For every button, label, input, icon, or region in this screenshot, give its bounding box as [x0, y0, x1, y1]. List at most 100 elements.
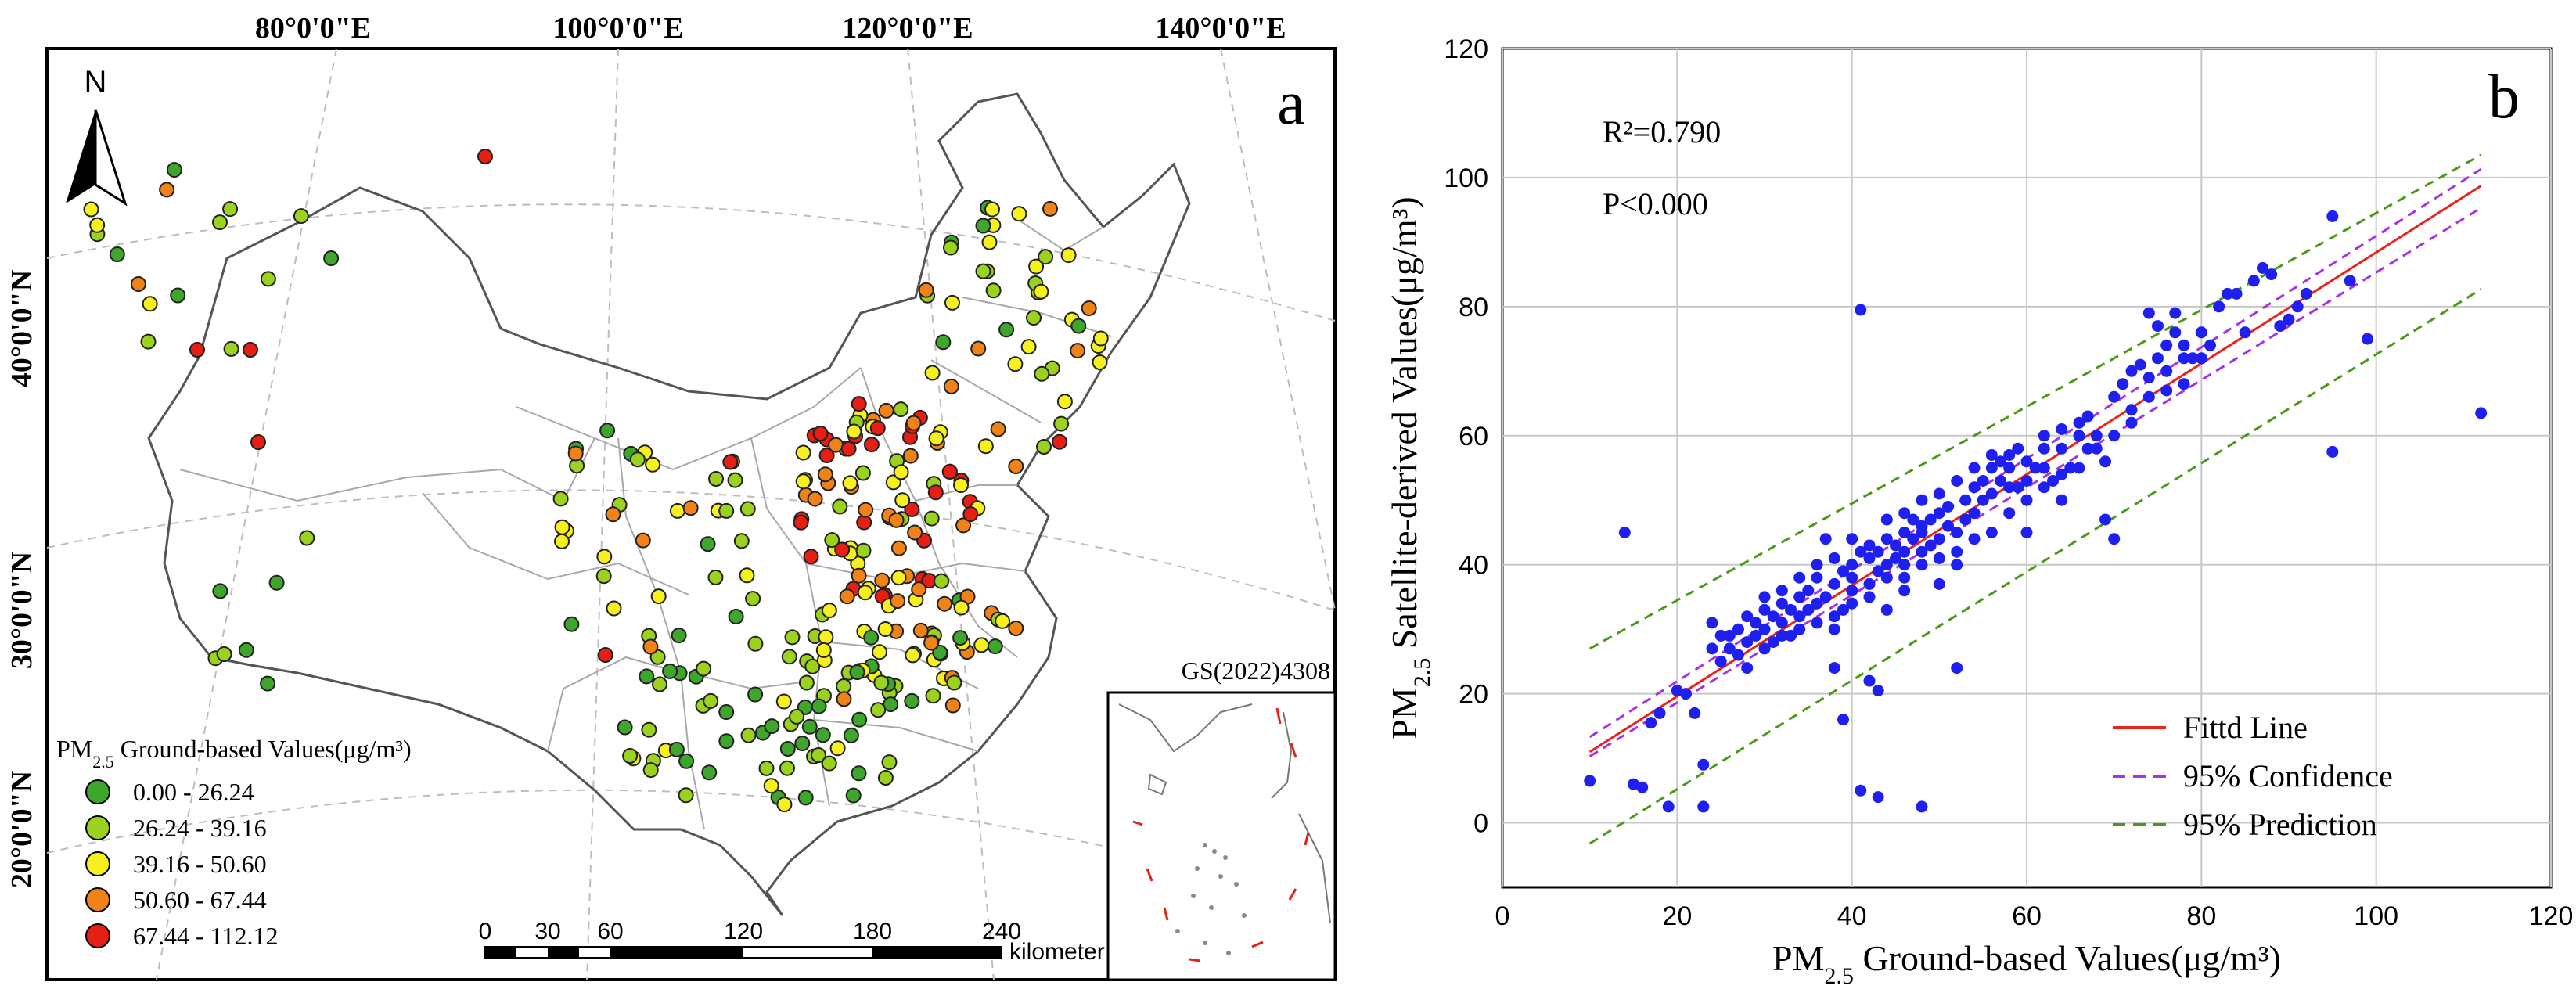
- station-point: [834, 541, 851, 558]
- station-point: [984, 201, 1000, 218]
- axis-ticks: 0 20 40 60 80 100 120 0 20 40 60 80 100 120: [1444, 34, 2573, 931]
- data-point: [1837, 714, 1849, 726]
- station-point: [599, 423, 616, 439]
- station-point: [829, 740, 846, 757]
- data-point: [2125, 365, 2138, 377]
- data-point: [1968, 533, 1981, 545]
- inset-islands: [1175, 843, 1247, 955]
- y-tick-label: 40: [1459, 551, 1488, 581]
- legend-swatch: [85, 779, 110, 804]
- data-point: [2213, 300, 2225, 313]
- station-point: [764, 718, 780, 735]
- data-point: [1846, 571, 1858, 584]
- station-point: [843, 727, 859, 743]
- y-tick-label: 20: [1459, 680, 1488, 710]
- station-point: [1056, 394, 1073, 410]
- y-tick-label: 60: [1459, 422, 1488, 451]
- station-point: [645, 456, 661, 473]
- station-point: [885, 474, 901, 491]
- data-point: [1846, 533, 1858, 545]
- station-point: [596, 549, 613, 565]
- data-point: [2160, 365, 2173, 377]
- data-point: [2169, 307, 2182, 319]
- data-point: [1846, 597, 1858, 610]
- station-point: [941, 463, 958, 480]
- data-point: [2090, 442, 2103, 455]
- legend-label: 39.16 - 50.60: [133, 850, 267, 878]
- station-point: [140, 333, 157, 350]
- station-point: [652, 676, 667, 692]
- station-point: [928, 430, 944, 447]
- x-tick-label: 80: [2186, 901, 2216, 931]
- data-point: [1723, 629, 1736, 642]
- data-point: [1793, 623, 1806, 635]
- station-point: [905, 415, 922, 431]
- scatter-panel: 0 20 40 60 80 100 120 0 20 40 60 80 100 120 b R²=0.79…: [1384, 34, 2573, 989]
- station-point: [1070, 343, 1086, 359]
- station-point: [793, 514, 809, 531]
- data-point: [1959, 494, 1972, 506]
- data-point: [2081, 410, 2094, 423]
- station-point: [745, 591, 761, 607]
- station-point: [212, 583, 228, 599]
- station-point: [995, 613, 1011, 629]
- station-point: [1026, 310, 1042, 326]
- data-point: [1985, 527, 1998, 538]
- data-point: [2064, 462, 2077, 474]
- legend-swatch: [85, 815, 110, 840]
- station-point: [894, 492, 911, 509]
- data-point: [1985, 487, 1998, 500]
- data-point: [1758, 623, 1771, 635]
- station-point: [836, 691, 852, 707]
- data-point: [1697, 758, 1710, 771]
- data-point: [1714, 655, 1727, 667]
- y-tick-label: 0: [1473, 809, 1488, 839]
- data-point: [1793, 610, 1806, 623]
- data-point: [1811, 597, 1823, 610]
- y-tick-label: 100: [1444, 164, 1488, 193]
- data-point: [1680, 688, 1692, 700]
- data-point: [1933, 487, 1945, 500]
- station-point: [776, 797, 793, 813]
- station-point: [934, 573, 950, 589]
- station-point: [863, 437, 880, 453]
- data-point: [1828, 662, 1840, 674]
- data-point: [1741, 610, 1754, 623]
- data-point: [1916, 520, 1928, 532]
- data-point: [1863, 577, 1876, 590]
- station-point: [682, 500, 699, 516]
- station-point: [811, 698, 827, 714]
- data-point: [2038, 481, 2050, 494]
- data-point: [2204, 339, 2216, 351]
- data-point: [1855, 545, 1867, 558]
- station-point: [890, 570, 907, 586]
- station-point: [639, 668, 655, 685]
- data-point: [1811, 559, 1823, 571]
- data-point: [2142, 372, 2155, 384]
- station-point: [878, 402, 894, 419]
- x-tick-label: 0: [1495, 901, 1510, 931]
- station-point: [708, 471, 724, 487]
- data-point: [1636, 781, 1649, 793]
- data-point: [2003, 507, 2016, 520]
- lon-label-100: 100°0'0"E: [552, 12, 683, 45]
- data-point: [2047, 475, 2059, 487]
- station-point: [696, 660, 712, 677]
- station-point: [779, 760, 795, 776]
- station-point: [216, 646, 232, 662]
- data-point: [1802, 585, 1815, 597]
- data-point: [1977, 494, 1989, 506]
- data-point: [1855, 784, 1867, 797]
- legend-class: 0.00 - 26.24: [85, 778, 254, 806]
- station-point: [552, 491, 569, 507]
- data-point: [2178, 339, 2190, 351]
- data-point: [2029, 462, 2042, 474]
- station-point: [794, 736, 811, 752]
- data-point: [2160, 384, 2173, 397]
- station-point: [130, 276, 146, 292]
- p-annotation: P<0.000: [1603, 186, 1708, 221]
- station-point: [758, 760, 775, 776]
- scale-tick-label: 0: [479, 919, 492, 944]
- station-point: [669, 502, 685, 519]
- station-point: [877, 770, 894, 786]
